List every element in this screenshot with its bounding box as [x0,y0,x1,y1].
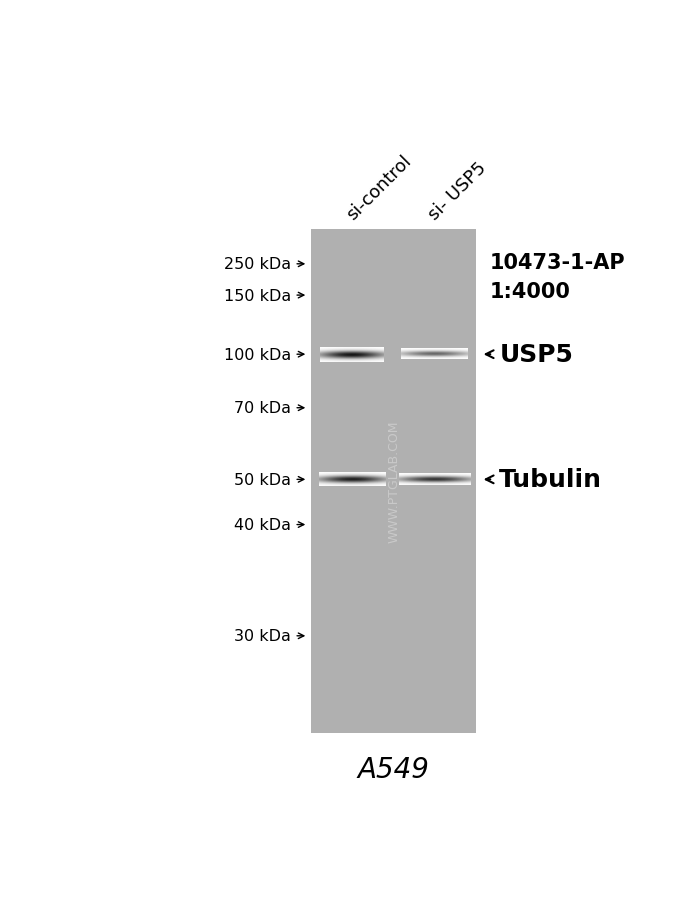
Text: si- USP5: si- USP5 [425,159,490,224]
Text: 70 kDa: 70 kDa [234,400,291,416]
Text: Tubulin: Tubulin [499,468,602,492]
Text: 50 kDa: 50 kDa [234,473,291,487]
Text: 1:4000: 1:4000 [490,282,571,302]
Text: 150 kDa: 150 kDa [224,289,291,303]
Text: A549: A549 [358,755,429,783]
Text: 30 kDa: 30 kDa [234,629,291,644]
Bar [312,230,476,733]
Text: WWW.PTGLAB.COM: WWW.PTGLAB.COM [387,420,400,543]
Text: 10473-1-AP: 10473-1-AP [490,253,626,272]
Text: USP5: USP5 [499,343,573,367]
Text: 250 kDa: 250 kDa [224,257,291,272]
Text: 40 kDa: 40 kDa [234,518,291,532]
Text: 100 kDa: 100 kDa [224,347,291,363]
Text: si-control: si-control [343,152,415,224]
